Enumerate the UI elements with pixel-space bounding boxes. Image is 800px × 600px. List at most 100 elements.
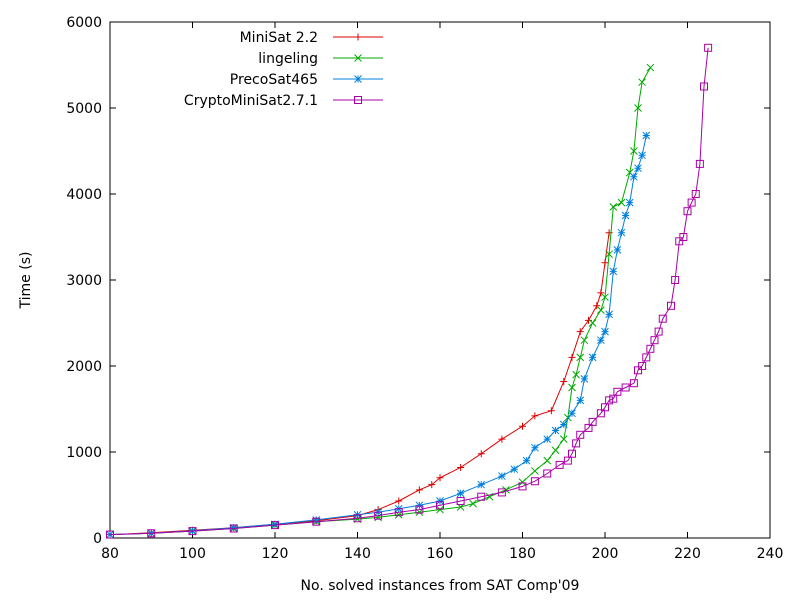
data-point [601, 259, 609, 267]
data-point [395, 497, 403, 505]
data-point [106, 530, 114, 539]
x-axis-label: No. solved instances from SAT Comp'09 [301, 578, 580, 594]
y-tick-label: 1000 [66, 445, 102, 461]
data-point [551, 426, 560, 435]
data-point [605, 310, 613, 319]
data-point [584, 423, 593, 432]
data-point [576, 328, 584, 336]
data-point [543, 456, 552, 465]
data-point [531, 412, 539, 420]
legend-label: MiniSat 2.2 [240, 30, 318, 46]
series-group [106, 43, 713, 539]
data-point [576, 396, 585, 405]
data-point [457, 463, 465, 471]
legend-marker [354, 33, 362, 41]
data-point [588, 319, 597, 327]
legend-marker [354, 54, 362, 62]
data-point [601, 403, 609, 412]
data-point [646, 344, 655, 353]
data-point [428, 481, 436, 489]
data-point [629, 379, 638, 388]
data-point [477, 492, 486, 501]
data-point [646, 63, 655, 72]
data-point [613, 387, 622, 396]
axis-ticks: 80 100 120 140 160 180 200 220 240 0 1000 2000 3000 4… [66, 15, 783, 562]
x-tick-label: 240 [757, 546, 784, 562]
data-point [609, 203, 618, 211]
series-line [109, 232, 610, 536]
data-point [229, 524, 238, 533]
data-point [704, 43, 713, 52]
data-point [576, 430, 585, 439]
data-point [580, 375, 589, 383]
series-1 [106, 63, 655, 539]
data-point [563, 456, 572, 465]
x-tick-label: 220 [674, 546, 701, 562]
data-point [518, 482, 527, 491]
data-point [531, 443, 539, 452]
data-point [312, 516, 321, 524]
data-point [568, 383, 576, 392]
data-point [559, 435, 568, 443]
data-point [617, 228, 626, 237]
data-point [597, 306, 605, 314]
legend-marker [354, 96, 362, 104]
data-point [522, 456, 531, 465]
y-tick-label: 5000 [66, 101, 102, 117]
data-point [609, 394, 618, 403]
data-point [630, 147, 638, 155]
data-point [188, 527, 197, 536]
y-tick-label: 6000 [66, 15, 102, 31]
series-line [109, 135, 647, 536]
data-point [518, 478, 527, 486]
data-point [634, 164, 642, 173]
data-point [436, 474, 444, 482]
data-point [638, 78, 646, 87]
data-point [469, 499, 477, 508]
data-point [498, 435, 506, 443]
data-point [436, 505, 444, 514]
data-point [679, 233, 688, 241]
data-point [601, 327, 609, 336]
data-point [477, 480, 486, 489]
data-point [568, 353, 576, 361]
data-point [650, 336, 659, 345]
legend-label: lingeling [258, 51, 318, 67]
x-tick-label: 140 [344, 546, 371, 562]
data-point [613, 246, 622, 254]
y-tick-label: 3000 [66, 273, 102, 289]
data-point [415, 505, 424, 514]
x-tick-label: 160 [427, 546, 454, 562]
series-2 [106, 131, 651, 539]
data-point [568, 409, 576, 418]
data-point [394, 508, 403, 517]
data-point [605, 250, 613, 259]
data-point [695, 159, 704, 168]
data-point [588, 353, 597, 362]
data-point [147, 529, 156, 538]
legend-label: CryptoMiniSat2.7.1 [184, 93, 318, 109]
data-point [609, 267, 618, 276]
data-point [630, 172, 638, 181]
legend-marker [354, 75, 362, 83]
data-point [597, 289, 605, 297]
data-point [551, 446, 560, 455]
data-point [477, 450, 485, 458]
data-point [568, 449, 576, 458]
data-point [621, 383, 630, 392]
y-tick-label: 0 [93, 531, 102, 547]
data-point [456, 497, 465, 506]
data-point [585, 316, 592, 324]
data-point [436, 501, 444, 510]
legend-label: PrecoSat465 [230, 72, 318, 88]
y-axis-label: Time (s) [18, 252, 34, 310]
data-point [572, 370, 580, 379]
data-point [576, 353, 585, 362]
data-point [683, 207, 692, 216]
data-point [667, 301, 675, 310]
data-point [271, 520, 279, 529]
data-point [691, 190, 700, 198]
data-point [675, 237, 684, 246]
data-point [642, 131, 651, 140]
data-point [559, 420, 568, 429]
